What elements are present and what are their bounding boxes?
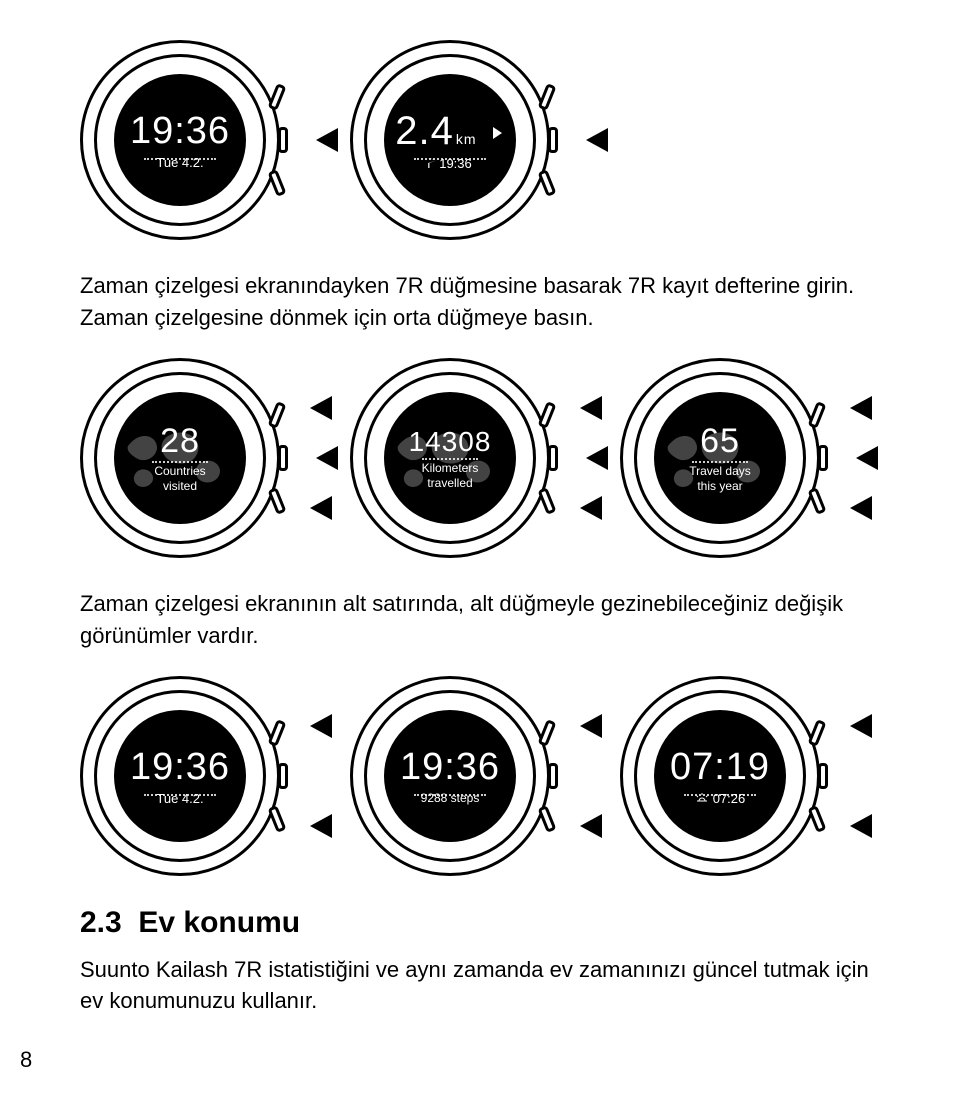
pointer-top-icon (850, 396, 872, 420)
secondary-time-display: 07:19 (670, 746, 770, 789)
watch-face: 28 Countries visited (114, 392, 246, 524)
watch-button-mid[interactable] (818, 763, 828, 789)
tick-marks (680, 461, 760, 463)
watch-button-top[interactable] (267, 401, 286, 429)
watch-button-mid[interactable] (278, 445, 288, 471)
watch-face: 2.4km 19:36 (384, 74, 516, 206)
watch-button-top[interactable] (267, 83, 286, 111)
km-count: 14308 (409, 426, 492, 458)
watch-button-top[interactable] (537, 401, 556, 429)
instruction-paragraph-2: Zaman çizelgesi ekranının alt satırında,… (80, 588, 880, 652)
km-label-1: Kilometers (422, 462, 479, 475)
row-2: 28 Countries visited 14308 (80, 358, 880, 558)
tick-marks (128, 158, 232, 160)
row-3: 19:36 Tue 4.2. 19:36 9288 steps (80, 676, 880, 876)
pointer-top-icon (580, 396, 602, 420)
instruction-paragraph-1: Zaman çizelgesi ekranındayken 7R düğmesi… (80, 270, 880, 334)
forward-arrow-icon (493, 127, 502, 139)
pointer-bot-icon (580, 814, 602, 838)
distance-unit: km (456, 131, 477, 147)
watch-button-mid[interactable] (278, 763, 288, 789)
distance-display: 2.4km (395, 109, 504, 154)
time-display: 19:36 (400, 746, 500, 789)
watch-button-top[interactable] (537, 83, 556, 111)
row-1: 19:36 Tue 4.2. 2.4km 19:36 (80, 40, 880, 240)
watch-button-mid[interactable] (818, 445, 828, 471)
watch-countries: 28 Countries visited (80, 358, 280, 558)
countries-label-2: visited (163, 480, 197, 493)
time-display: 19:36 (130, 110, 230, 153)
watch-face: 19:36 Tue 4.2. (114, 74, 246, 206)
km-label-2: travelled (427, 477, 472, 490)
watch-sunrise: 07:19 07:26 (620, 676, 820, 876)
days-label-2: this year (697, 480, 742, 493)
watch-distance: 2.4km 19:36 (350, 40, 550, 240)
instruction-paragraph-3: Suunto Kailash 7R istatistiğini ve aynı … (80, 954, 880, 1018)
watch-button-mid[interactable] (548, 763, 558, 789)
pointer-mid-icon (586, 446, 608, 470)
watch-face: 07:19 07:26 (654, 710, 786, 842)
section-title: Ev konumu (138, 906, 300, 939)
pointer-mid-icon (316, 446, 338, 470)
watch-kilometers: 14308 Kilometers travelled (350, 358, 550, 558)
watch-button-mid[interactable] (548, 445, 558, 471)
pointer-mid-icon (316, 128, 338, 152)
distance-value: 2.4 (395, 109, 454, 153)
pointer-top-icon (850, 714, 872, 738)
watch-face: 65 Travel days this year (654, 392, 786, 524)
pointer-mid-icon (586, 128, 608, 152)
watch-time-1: 19:36 Tue 4.2. (80, 40, 280, 240)
countries-count: 28 (160, 422, 200, 461)
watch-face: 19:36 Tue 4.2. (114, 710, 246, 842)
section-number: 2.3 (80, 906, 122, 939)
pointer-bot-icon (580, 496, 602, 520)
watch-button-top[interactable] (807, 401, 826, 429)
tick-marks (140, 461, 220, 463)
section-heading: 2.3 Ev konumu (80, 906, 880, 940)
page-number: 8 (20, 1047, 880, 1073)
page: 19:36 Tue 4.2. 2.4km 19:36 (0, 0, 960, 1113)
watch-face: 19:36 9288 steps (384, 710, 516, 842)
days-count: 65 (700, 422, 740, 461)
watch-button-mid[interactable] (548, 127, 558, 153)
tick-marks (668, 794, 772, 796)
pointer-top-icon (310, 396, 332, 420)
days-label-1: Travel days (689, 465, 751, 478)
tick-marks (398, 794, 502, 796)
watch-button-mid[interactable] (278, 127, 288, 153)
tick-marks (410, 458, 490, 460)
watch-face: 14308 Kilometers travelled (384, 392, 516, 524)
countries-label-1: Countries (154, 465, 205, 478)
watch-button-bot[interactable] (537, 169, 556, 197)
watch-time-2: 19:36 Tue 4.2. (80, 676, 280, 876)
tick-marks (128, 794, 232, 796)
pointer-top-icon (310, 714, 332, 738)
pointer-bot-icon (310, 814, 332, 838)
pointer-top-icon (580, 714, 602, 738)
watch-button-bot[interactable] (267, 169, 286, 197)
pointer-mid-icon (856, 446, 878, 470)
time-display: 19:36 (130, 746, 230, 789)
pointer-bot-icon (310, 496, 332, 520)
watch-steps: 19:36 9288 steps (350, 676, 550, 876)
pointer-bot-icon (850, 496, 872, 520)
tick-marks (398, 158, 502, 160)
watch-travel-days: 65 Travel days this year (620, 358, 820, 558)
pointer-bot-icon (850, 814, 872, 838)
